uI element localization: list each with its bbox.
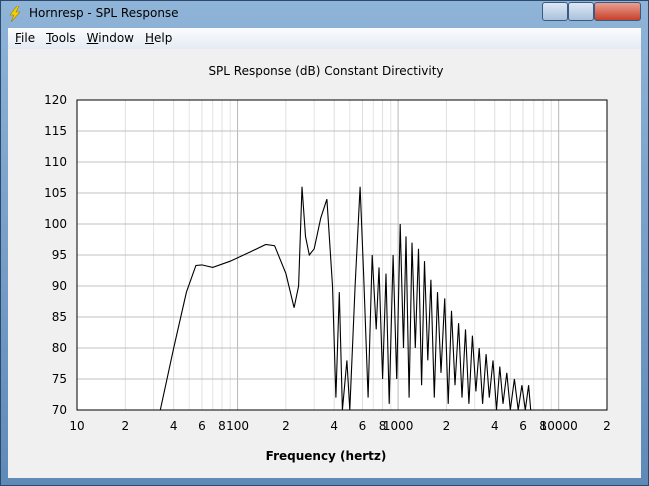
y-tick-label: 120 (44, 93, 67, 107)
plot-frame (76, 99, 608, 411)
y-tick-label: 90 (52, 279, 67, 293)
chart: SPL Response (dB) Constant Directivity F… (44, 64, 611, 463)
menu-item[interactable]: Help (145, 31, 173, 45)
app-icon (9, 6, 21, 22)
window-title: Hornresp - SPL Response (29, 6, 179, 20)
x-tick-label: 4 (170, 419, 178, 433)
y-tick-label: 75 (52, 372, 67, 386)
y-tick-label: 70 (52, 403, 67, 417)
x-tick-label: 100 (226, 419, 249, 433)
close-button[interactable] (594, 2, 641, 21)
minimize-button[interactable] (542, 2, 568, 21)
x-tick-label: 2 (443, 419, 451, 433)
chart-title: SPL Response (dB) Constant Directivity (208, 64, 443, 78)
title-bar: Hornresp - SPL Response (1, 1, 648, 28)
x-tick-label: 10 (69, 419, 84, 433)
y-tick-label: 95 (52, 248, 67, 262)
x-tick-label: 8 (218, 419, 226, 433)
x-tick-label: 1000 (383, 419, 414, 433)
x-tick-label: 8 (379, 419, 387, 433)
y-tick-label: 85 (52, 310, 67, 324)
menu-item[interactable]: Tools (46, 31, 76, 45)
menu-bar: File Tools Window Help (8, 28, 641, 49)
x-tick-label: 2 (603, 419, 611, 433)
maximize-button[interactable] (568, 2, 594, 21)
y-tick-label: 100 (44, 217, 67, 231)
y-tick-label: 105 (44, 186, 67, 200)
x-tick-label: 8 (539, 419, 547, 433)
x-tick-label: 4 (330, 419, 338, 433)
y-tick-label: 80 (52, 341, 67, 355)
y-tick-label: 110 (44, 155, 67, 169)
x-axis-label: Frequency (hertz) (266, 449, 387, 463)
x-tick-label: 6 (519, 419, 527, 433)
menu-item[interactable]: Window (86, 31, 134, 45)
menu-item[interactable]: File (15, 31, 36, 45)
x-tick-label: 10000 (540, 419, 578, 433)
x-tick-label: 4 (491, 419, 499, 433)
x-tick-label: 2 (122, 419, 130, 433)
y-tick-label: 115 (44, 124, 67, 138)
x-tick-label: 2 (282, 419, 290, 433)
client-area: SPL Response (dB) Constant Directivity F… (8, 49, 641, 478)
x-tick-label: 6 (359, 419, 367, 433)
x-tick-label: 6 (198, 419, 206, 433)
response-line (159, 186, 532, 410)
